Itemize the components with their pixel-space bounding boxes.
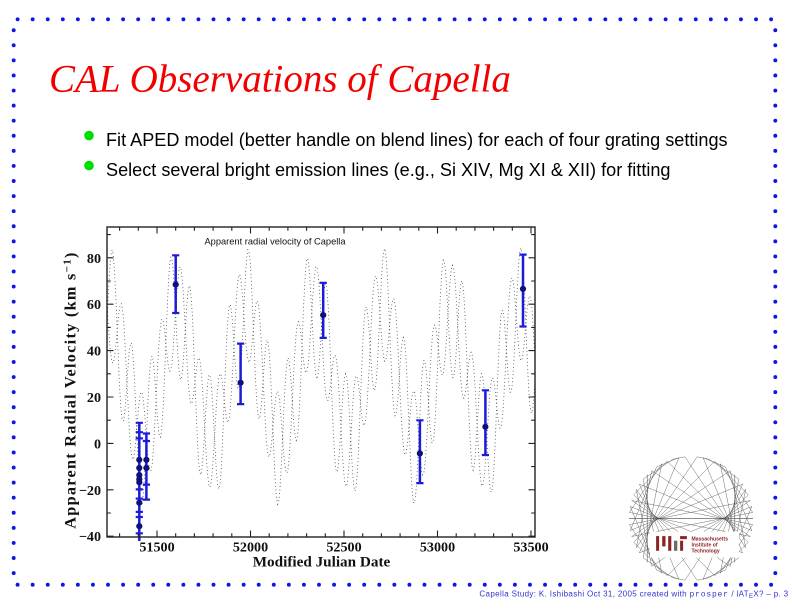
svg-text:20: 20 — [87, 390, 101, 406]
svg-text:53500: 53500 — [513, 540, 548, 556]
svg-text:Modified Julian Date: Modified Julian Date — [253, 554, 391, 571]
svg-text:40: 40 — [87, 344, 101, 360]
svg-text:Institute of: Institute of — [692, 543, 718, 549]
svg-text:Apparent radial velocity of Ca: Apparent radial velocity of Capella — [204, 236, 346, 246]
svg-text:52000: 52000 — [233, 540, 268, 556]
svg-text:53000: 53000 — [420, 540, 455, 556]
svg-text:0: 0 — [94, 436, 101, 452]
svg-text:51500: 51500 — [139, 540, 174, 556]
svg-text:CAL Observations of Capella: CAL Observations of Capella — [49, 58, 511, 101]
svg-text:Select several bright emission: Select several bright emission lines (e.… — [106, 160, 671, 180]
svg-text:80: 80 — [87, 251, 101, 267]
svg-text:−20: −20 — [79, 483, 101, 499]
svg-text:Apparent Radial Velocity (km s: Apparent Radial Velocity (km s−1) — [62, 251, 80, 528]
svg-text:Technology: Technology — [692, 549, 720, 555]
svg-text:52500: 52500 — [326, 540, 361, 556]
svg-text:Fit APED model (better handle: Fit APED model (better handle on blend l… — [106, 130, 728, 150]
svg-text:Massachusetts: Massachusetts — [692, 537, 729, 543]
svg-text:Capella Study: K. Ishibashi Oc: Capella Study: K. Ishibashi Oct 31, 2005… — [479, 589, 788, 600]
svg-text:60: 60 — [87, 297, 101, 313]
svg-text:−40: −40 — [79, 529, 101, 545]
